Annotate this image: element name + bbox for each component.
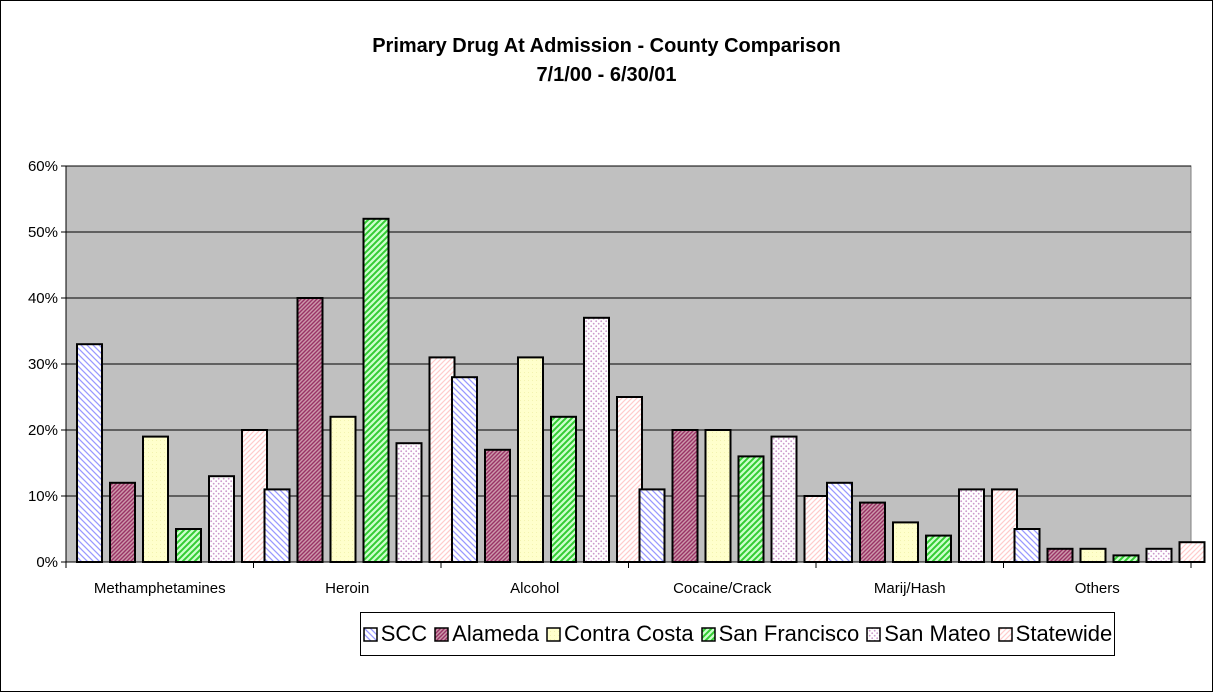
legend-item: Alameda bbox=[434, 621, 539, 647]
x-tick-label: Heroin bbox=[325, 580, 369, 597]
bar-scc-marij-hash bbox=[826, 481, 853, 563]
bar-scc-cocaine-crack bbox=[638, 488, 666, 563]
bar-statewide-methamphetamines bbox=[241, 429, 268, 563]
y-tick-label: 20% bbox=[28, 422, 58, 439]
bar-san-francisco-alcohol bbox=[550, 415, 577, 563]
legend-label: SCC bbox=[380, 621, 428, 646]
bar-alameda-cocaine-crack bbox=[671, 429, 699, 563]
legend-swatch bbox=[546, 626, 561, 642]
bar-statewide-others bbox=[1178, 541, 1206, 564]
y-tick-label: 60% bbox=[28, 158, 58, 175]
bar-contra-costa-heroin bbox=[329, 415, 357, 563]
bar-scc-methamphetamines bbox=[76, 343, 103, 564]
bar-san-mateo-heroin bbox=[395, 442, 423, 564]
bar-san-francisco-marij-hash bbox=[925, 534, 952, 563]
x-tick-label: Methamphetamines bbox=[94, 580, 226, 597]
bar-alameda-alcohol bbox=[484, 448, 511, 563]
bar-scc-alcohol bbox=[451, 376, 478, 564]
legend-item: San Francisco bbox=[700, 621, 860, 647]
legend-label: San Francisco bbox=[718, 621, 860, 646]
legend-item: Statewide bbox=[997, 621, 1113, 647]
legend-swatch bbox=[997, 626, 1013, 642]
bar-san-mateo-marij-hash bbox=[958, 488, 985, 563]
x-tick-label: Marij/Hash bbox=[874, 580, 946, 597]
legend-label: Alameda bbox=[452, 621, 539, 646]
bar-san-mateo-others bbox=[1145, 547, 1173, 563]
bar-contra-costa-others bbox=[1079, 547, 1107, 563]
bar-contra-costa-marij-hash bbox=[892, 521, 919, 564]
y-tick-label: 30% bbox=[28, 356, 58, 373]
x-tick-label: Cocaine/Crack bbox=[673, 580, 772, 597]
bar-statewide-marij-hash bbox=[991, 488, 1018, 563]
bar-statewide-heroin bbox=[428, 356, 456, 563]
chart-title: Primary Drug At Admission - County Compa… bbox=[372, 35, 841, 57]
bar-san-francisco-others bbox=[1112, 554, 1140, 564]
y-tick-label: 40% bbox=[28, 290, 58, 307]
legend-item: SCC bbox=[362, 621, 428, 647]
bar-contra-costa-methamphetamines bbox=[142, 435, 169, 564]
bar-scc-heroin bbox=[263, 488, 291, 563]
bar-san-mateo-methamphetamines bbox=[208, 475, 235, 564]
x-tick-label: Others bbox=[1075, 580, 1120, 597]
legend-label: Statewide bbox=[1015, 621, 1113, 646]
legend-swatch bbox=[434, 626, 449, 642]
x-tick-label: Alcohol bbox=[510, 580, 559, 597]
bar-san-mateo-alcohol bbox=[583, 316, 610, 563]
bar-san-mateo-cocaine-crack bbox=[770, 435, 798, 564]
bar-scc-others bbox=[1013, 528, 1041, 563]
bar-contra-costa-cocaine-crack bbox=[704, 429, 732, 563]
y-tick-label: 0% bbox=[36, 554, 58, 571]
legend-item: Contra Costa bbox=[546, 621, 694, 647]
y-tick-label: 50% bbox=[28, 224, 58, 241]
bar-contra-costa-alcohol bbox=[517, 356, 544, 563]
bar-san-francisco-methamphetamines bbox=[175, 528, 202, 563]
bar-statewide-cocaine-crack bbox=[803, 495, 831, 563]
bar-alameda-marij-hash bbox=[859, 501, 886, 564]
bar-san-francisco-heroin bbox=[362, 217, 390, 564]
legend-swatch bbox=[362, 626, 378, 642]
legend-label: San Mateo bbox=[884, 621, 991, 646]
bar-alameda-methamphetamines bbox=[109, 481, 136, 563]
legend-swatch bbox=[866, 626, 881, 642]
legend-item: San Mateo bbox=[866, 621, 991, 647]
legend: SCC Alameda Contra Costa San Francisco San M… bbox=[360, 612, 1115, 656]
bar-san-francisco-cocaine-crack bbox=[737, 455, 765, 563]
legend-swatch bbox=[700, 626, 716, 642]
chart-subtitle: 7/1/00 - 6/30/01 bbox=[536, 64, 677, 86]
y-tick-label: 10% bbox=[28, 488, 58, 505]
bar-alameda-heroin bbox=[296, 297, 324, 563]
bar-statewide-alcohol bbox=[616, 396, 643, 563]
legend-label: Contra Costa bbox=[564, 621, 694, 646]
bar-alameda-others bbox=[1046, 547, 1074, 563]
